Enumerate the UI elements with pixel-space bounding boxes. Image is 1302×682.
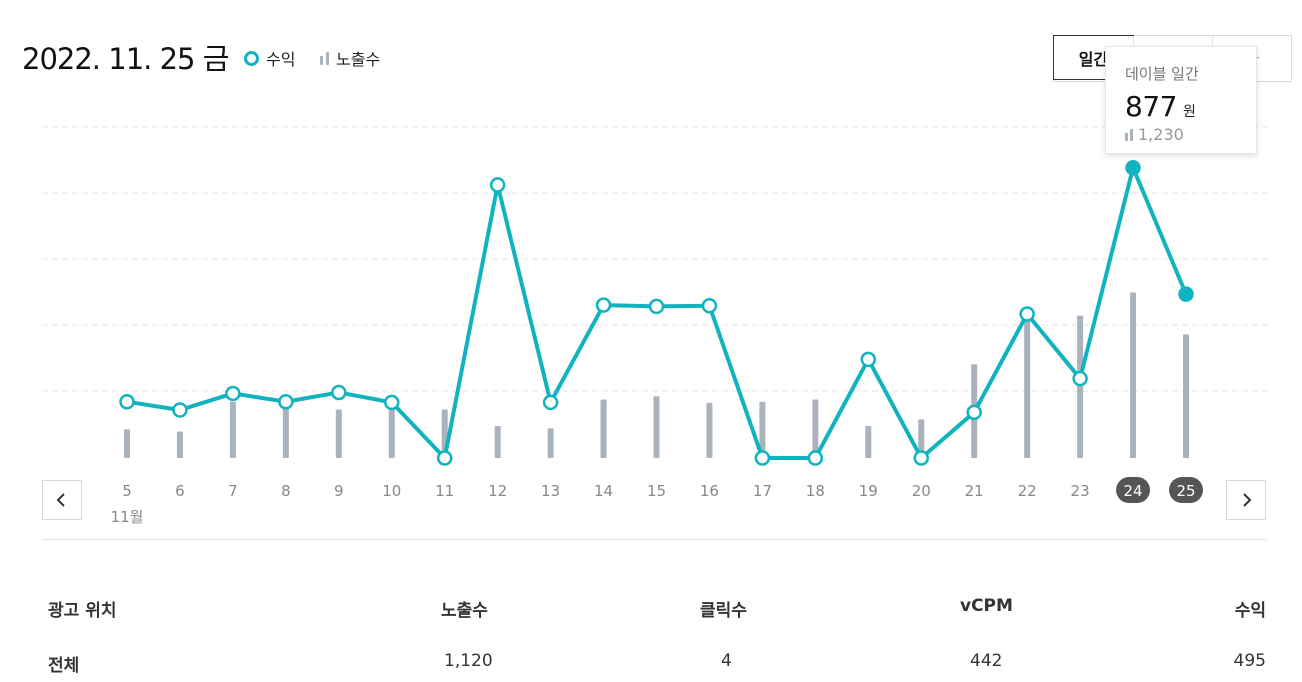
x-tick-label: 16 <box>700 482 719 500</box>
revenue-point <box>225 385 241 402</box>
row-revenue: 495 <box>1233 651 1266 671</box>
next-period-button[interactable] <box>1226 480 1266 520</box>
circle-icon <box>244 50 259 66</box>
selected-day-badge <box>1116 477 1151 503</box>
bar-chart-icon <box>320 51 329 65</box>
legend-impressions-label: 노출수 <box>336 50 381 69</box>
chart-tooltip: 데이블 일간 877 원 1,230 <box>1105 46 1257 154</box>
revenue-point <box>860 351 877 368</box>
x-tick-label: 14 <box>594 482 613 500</box>
revenue-point <box>595 297 612 313</box>
row-vcpm: 442 <box>970 651 1003 671</box>
month-label: 11월 <box>111 508 144 526</box>
revenue-point <box>436 450 453 466</box>
impressions-bar <box>1183 334 1189 458</box>
legend-revenue-label: 수익 <box>266 50 296 69</box>
x-tick-label: 20 <box>912 482 931 500</box>
x-tick-label: 24 <box>1124 482 1143 500</box>
impressions-bar <box>282 406 289 458</box>
selected-day-badge <box>1169 477 1203 503</box>
revenue-point <box>542 394 559 411</box>
impressions-bar <box>865 426 872 458</box>
legend-revenue: 수익 <box>244 46 295 70</box>
x-tick-label: 5 <box>122 482 132 500</box>
tooltip-impressions: 1,230 <box>1138 125 1184 144</box>
x-tick-label: 21 <box>965 482 984 500</box>
revenue-impressions-chart: 5 6 7 8 9 10 11 12 13 14 15 16 17 18 19 20 21 22 23 24 25 11월 <box>42 126 1268 526</box>
impressions-bar <box>1077 315 1084 458</box>
revenue-point <box>807 450 824 466</box>
x-tick-label: 10 <box>382 482 401 500</box>
x-tick-label: 9 <box>334 482 344 500</box>
tooltip-value: 877 <box>1125 90 1177 123</box>
col-clicks: 클릭수 <box>700 601 747 621</box>
divider <box>42 539 1267 540</box>
impressions-bar <box>1130 292 1137 458</box>
impressions-bar <box>229 401 236 458</box>
row-ad-position: 전체 <box>48 656 80 676</box>
tooltip-unit: 원 <box>1182 104 1196 120</box>
impressions-bar <box>494 426 501 458</box>
x-tick-label: 7 <box>228 482 238 500</box>
revenue-point <box>331 384 347 401</box>
row-clicks: 4 <box>721 651 732 671</box>
revenue-point <box>119 393 135 410</box>
impressions-bar <box>124 429 130 458</box>
x-tick-label: 15 <box>647 482 666 500</box>
revenue-point <box>648 298 665 315</box>
revenue-point <box>1019 306 1035 322</box>
x-tick-label: 12 <box>488 482 507 500</box>
impressions-bar <box>653 396 660 458</box>
impressions-bar <box>706 402 713 458</box>
revenue-point <box>966 404 982 421</box>
revenue-point <box>1178 286 1194 302</box>
impressions-bar <box>547 428 554 458</box>
page-date-title: 2022. 11. 25 금 <box>22 42 229 76</box>
x-tick-label: 18 <box>806 482 825 500</box>
x-tick-label: 17 <box>753 482 772 500</box>
revenue-point <box>278 393 294 410</box>
x-tick-label: 23 <box>1071 482 1090 500</box>
tooltip-title: 데이블 일간 <box>1125 65 1199 83</box>
legend-impressions: 노출수 <box>320 46 380 70</box>
chevron-right-icon <box>1243 493 1252 507</box>
revenue-point <box>489 177 506 193</box>
col-revenue: 수익 <box>1234 601 1266 621</box>
bar-chart-icon <box>1125 128 1133 141</box>
revenue-point <box>913 450 929 466</box>
col-vcpm: vCPM <box>960 596 1013 616</box>
revenue-point <box>384 394 400 411</box>
revenue-point <box>701 297 718 314</box>
impressions-bar <box>918 419 925 458</box>
x-tick-label: 13 <box>541 482 560 500</box>
x-tick-label: 11 <box>435 482 454 500</box>
impressions-bar <box>176 431 183 458</box>
x-tick-label: 8 <box>281 482 291 500</box>
impressions-bar <box>335 409 342 458</box>
col-ad-position: 광고 위치 <box>48 601 117 621</box>
revenue-point <box>1125 159 1141 176</box>
impressions-bar <box>759 401 766 458</box>
revenue-point <box>1072 370 1088 387</box>
x-tick-label: 19 <box>859 482 878 500</box>
col-impressions: 노출수 <box>441 601 488 621</box>
impressions-bar <box>388 407 395 458</box>
x-tick-label: 22 <box>1018 482 1037 500</box>
revenue-point <box>172 402 188 418</box>
impressions-bar <box>812 399 819 458</box>
x-tick-label: 6 <box>175 482 185 500</box>
impressions-bar <box>600 399 607 458</box>
x-tick-label: 25 <box>1176 482 1195 500</box>
impressions-bar <box>1024 321 1031 458</box>
revenue-point <box>754 450 771 466</box>
prev-period-button[interactable] <box>42 480 82 520</box>
row-impressions: 1,120 <box>444 651 493 671</box>
chevron-left-icon <box>56 493 65 507</box>
